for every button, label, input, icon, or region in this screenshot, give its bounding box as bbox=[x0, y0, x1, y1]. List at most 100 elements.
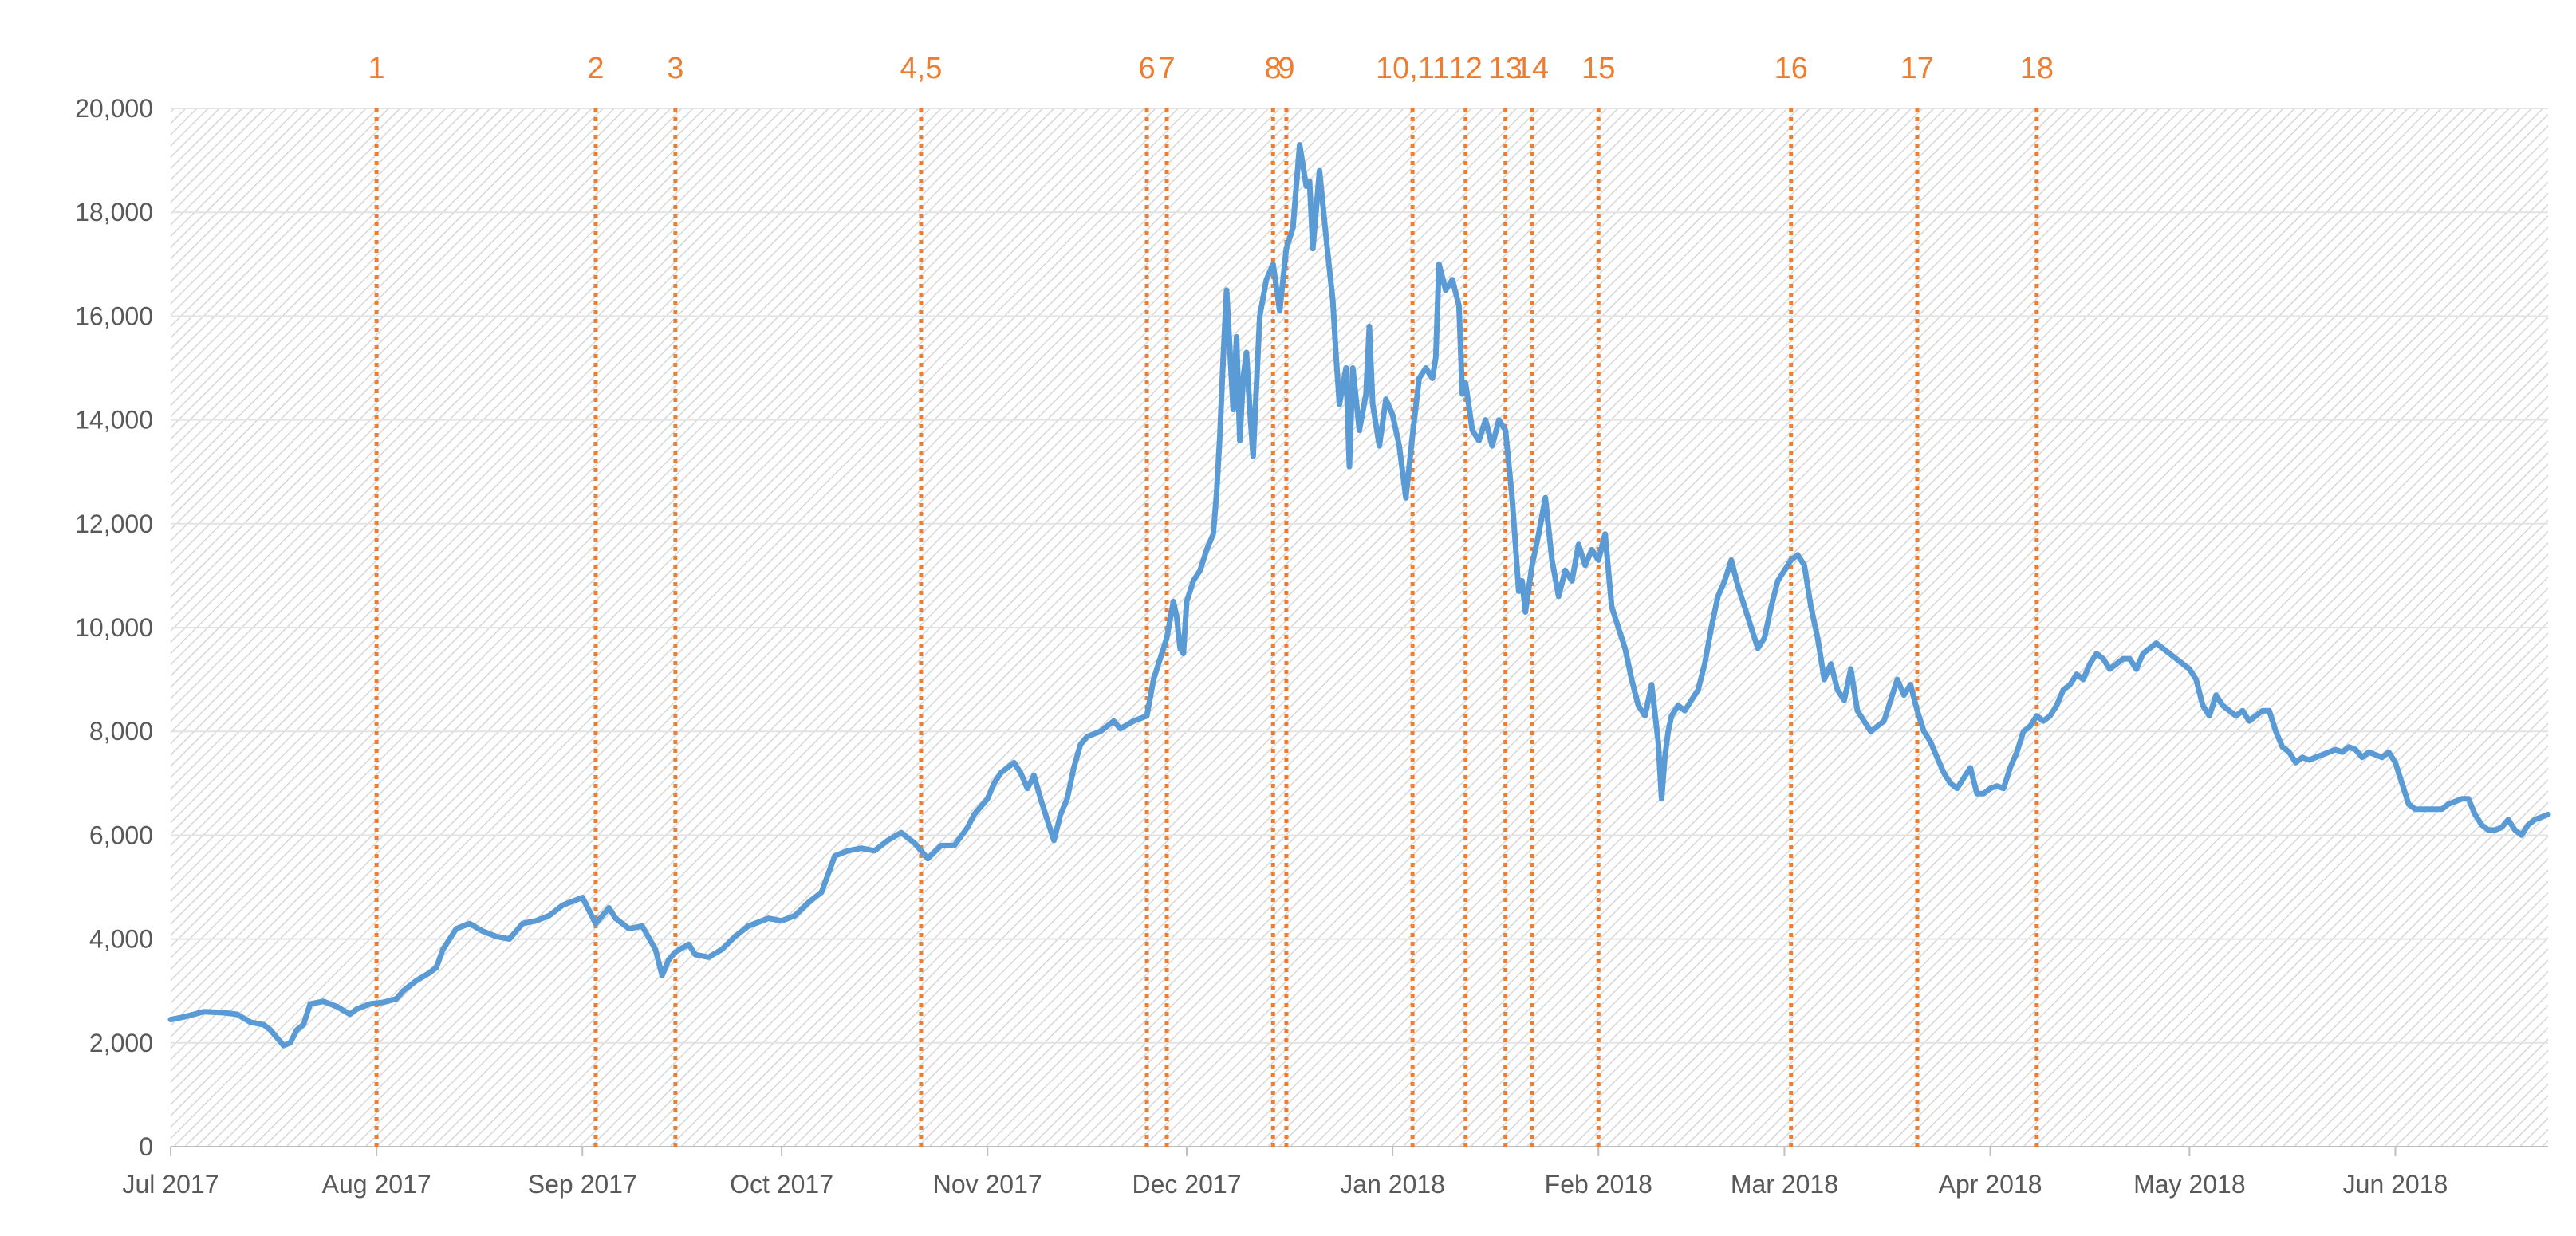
data-point bbox=[766, 917, 770, 920]
x-tick-label: Jun 2018 bbox=[2343, 1170, 2448, 1199]
data-point bbox=[494, 935, 498, 938]
data-point bbox=[1172, 600, 1175, 603]
data-point bbox=[1664, 756, 1666, 759]
data-point bbox=[2281, 746, 2284, 749]
data-point bbox=[873, 849, 876, 852]
data-point bbox=[2141, 652, 2145, 655]
data-point bbox=[1019, 771, 1022, 774]
data-point bbox=[1656, 740, 1660, 743]
data-point bbox=[640, 924, 644, 927]
data-point bbox=[1444, 289, 1448, 292]
data-point bbox=[2447, 802, 2450, 805]
data-point bbox=[1922, 730, 1925, 733]
data-point bbox=[628, 927, 631, 931]
data-point bbox=[2069, 683, 2071, 687]
data-point bbox=[2460, 797, 2464, 801]
data-point bbox=[1385, 398, 1388, 401]
data-point bbox=[2493, 829, 2496, 832]
data-point bbox=[1942, 771, 1945, 774]
data-point bbox=[2095, 652, 2098, 655]
data-point bbox=[1610, 605, 1613, 608]
data-point bbox=[1368, 325, 1371, 328]
data-point bbox=[1235, 335, 1238, 338]
y-tick-label: 0 bbox=[139, 1132, 153, 1161]
data-point bbox=[1176, 616, 1178, 619]
data-point bbox=[1219, 434, 1222, 437]
data-point bbox=[2195, 678, 2198, 681]
event-label-16: 18 bbox=[2020, 52, 2054, 85]
x-tick-label: Mar 2018 bbox=[1731, 1170, 1838, 1199]
data-point bbox=[2394, 761, 2397, 764]
data-point bbox=[1251, 455, 1255, 458]
data-point bbox=[913, 841, 916, 844]
data-point bbox=[1577, 543, 1580, 546]
data-point bbox=[1624, 647, 1627, 650]
data-point bbox=[846, 849, 849, 852]
data-point bbox=[295, 1029, 298, 1031]
data-point bbox=[2440, 808, 2444, 811]
data-point bbox=[1790, 558, 1793, 561]
y-tick-label: 14,000 bbox=[75, 406, 153, 435]
data-point bbox=[521, 922, 524, 925]
data-point bbox=[1504, 429, 1507, 432]
y-tick-label: 6,000 bbox=[89, 821, 153, 849]
data-point bbox=[1524, 611, 1527, 613]
data-point bbox=[2453, 800, 2456, 803]
data-point bbox=[1949, 781, 1952, 785]
data-point bbox=[1750, 626, 1753, 629]
data-point bbox=[1590, 548, 1593, 551]
data-point bbox=[707, 955, 710, 958]
data-point bbox=[2062, 688, 2065, 691]
x-tick-label: Aug 2017 bbox=[322, 1170, 431, 1199]
data-point bbox=[1557, 595, 1560, 598]
data-point bbox=[2241, 709, 2244, 712]
data-point bbox=[1617, 626, 1620, 629]
data-point bbox=[2055, 704, 2058, 707]
data-point bbox=[1796, 553, 1799, 557]
data-point bbox=[1570, 579, 1574, 582]
data-point bbox=[309, 1002, 312, 1006]
data-point bbox=[1690, 699, 1693, 702]
data-point bbox=[2500, 826, 2503, 829]
data-point bbox=[1278, 309, 1282, 313]
data-point bbox=[1956, 787, 1959, 790]
data-point bbox=[1013, 761, 1015, 764]
data-point bbox=[588, 909, 591, 912]
data-point bbox=[302, 1023, 305, 1026]
data-point bbox=[1265, 278, 1268, 281]
data-point bbox=[1065, 797, 1069, 801]
data-point bbox=[1710, 626, 1713, 629]
data-point bbox=[1630, 678, 1633, 681]
event-label-14: 16 bbox=[1774, 52, 1808, 85]
data-point bbox=[2135, 667, 2138, 671]
data-point bbox=[833, 854, 837, 857]
data-point bbox=[249, 1021, 252, 1024]
data-point bbox=[355, 1008, 358, 1010]
event-label-10: 12 bbox=[1449, 52, 1483, 85]
data-point bbox=[1936, 756, 1939, 759]
data-point bbox=[1033, 774, 1035, 777]
y-tick-label: 16,000 bbox=[75, 301, 153, 330]
data-point bbox=[1889, 699, 1893, 702]
data-point bbox=[1849, 667, 1853, 671]
data-point bbox=[435, 966, 438, 969]
data-point bbox=[1325, 237, 1328, 240]
data-point bbox=[1378, 444, 1381, 447]
data-point bbox=[926, 857, 929, 860]
data-point bbox=[2121, 657, 2125, 660]
data-point bbox=[322, 1000, 325, 1003]
data-point bbox=[2354, 748, 2357, 751]
data-point bbox=[1461, 392, 1464, 396]
event-label-8: 9 bbox=[1278, 52, 1294, 85]
event-label-15: 17 bbox=[1900, 52, 1934, 85]
data-point bbox=[269, 1029, 272, 1031]
data-point bbox=[1371, 403, 1374, 406]
data-point bbox=[1816, 636, 1819, 640]
data-point bbox=[1637, 704, 1640, 707]
data-point bbox=[1909, 683, 1912, 687]
data-point bbox=[1046, 818, 1049, 821]
data-point bbox=[720, 948, 723, 951]
data-point bbox=[2115, 663, 2118, 666]
